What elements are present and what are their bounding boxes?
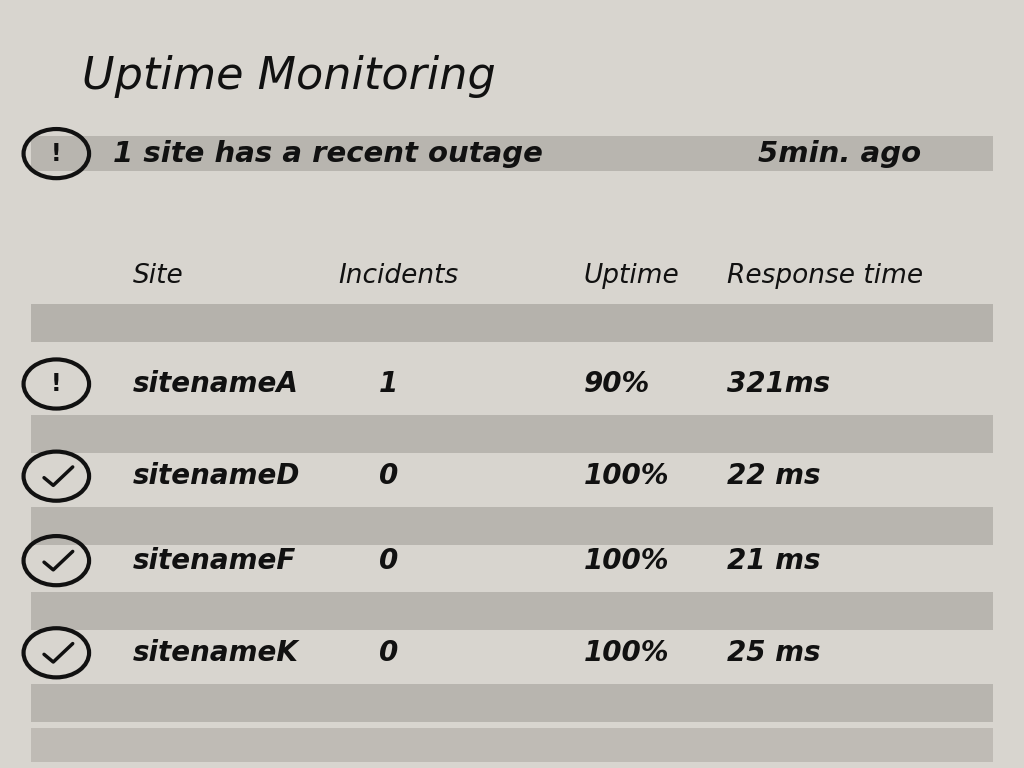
Text: Uptime: Uptime [584,263,680,290]
Text: 100%: 100% [584,547,669,574]
Text: 0: 0 [379,462,398,490]
Text: 321ms: 321ms [727,370,830,398]
Bar [31,303,993,342]
Text: !: ! [51,372,61,396]
Bar [31,684,993,722]
Text: sitenameD: sitenameD [133,462,300,490]
Bar [31,591,993,630]
Bar [31,728,993,762]
Text: 90%: 90% [584,370,650,398]
Text: 25 ms: 25 ms [727,639,820,667]
Text: 0: 0 [379,547,398,574]
Text: sitenameA: sitenameA [133,370,299,398]
Text: Incidents: Incidents [338,263,458,290]
Text: 5min. ago: 5min. ago [758,140,921,167]
Bar [31,136,993,170]
Text: Site: Site [133,263,184,290]
Text: Response time: Response time [727,263,924,290]
Text: 100%: 100% [584,639,669,667]
Text: 100%: 100% [584,462,669,490]
Text: 1: 1 [379,370,398,398]
Text: sitenameK: sitenameK [133,639,299,667]
Text: !: ! [51,141,61,166]
Text: 1 site has a recent outage: 1 site has a recent outage [113,140,543,167]
Bar [31,415,993,453]
Text: 21 ms: 21 ms [727,547,820,574]
Text: 0: 0 [379,639,398,667]
Bar [31,507,993,545]
Text: 22 ms: 22 ms [727,462,820,490]
Text: sitenameF: sitenameF [133,547,297,574]
Text: Uptime Monitoring: Uptime Monitoring [82,55,496,98]
